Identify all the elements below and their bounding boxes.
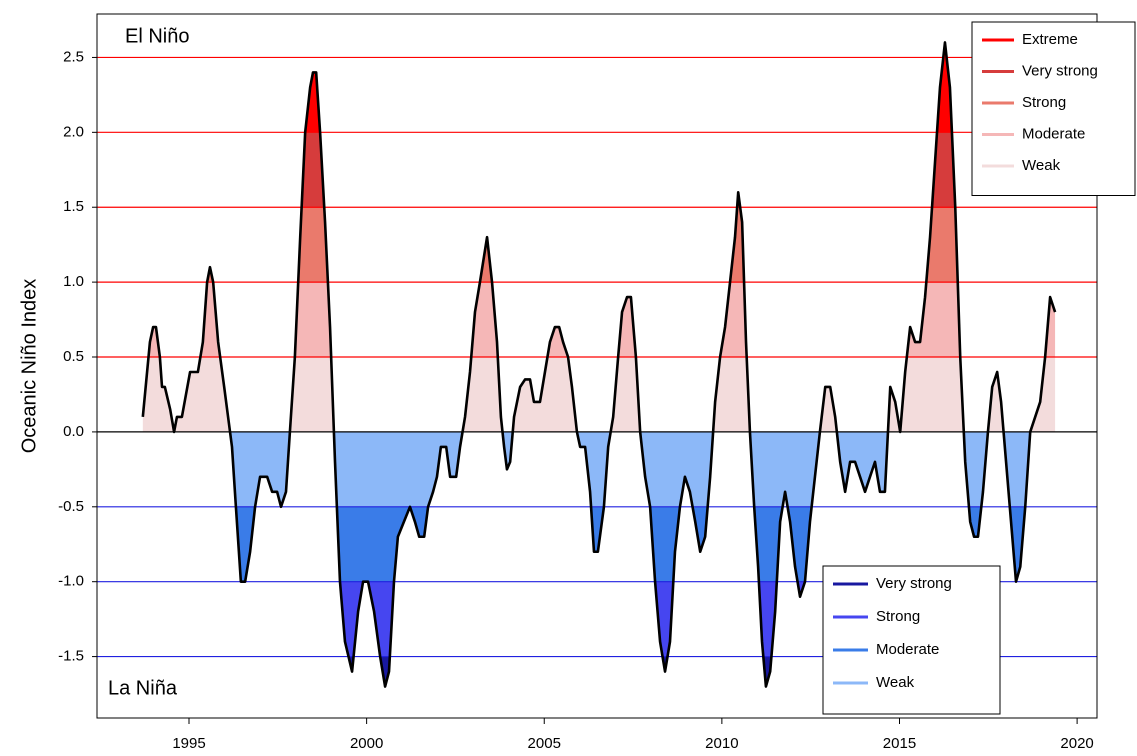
y-axis-label: Oceanic Niño Index bbox=[18, 279, 40, 454]
x-tick-label: 2020 bbox=[1060, 735, 1093, 752]
legend-label: Strong bbox=[1022, 94, 1066, 111]
y-tick-label: 0.0 bbox=[63, 423, 84, 440]
legend-label: Very strong bbox=[1022, 62, 1098, 79]
la-nina-label: La Niña bbox=[108, 677, 178, 699]
x-tick-label: 2010 bbox=[705, 735, 738, 752]
x-tick-label: 2005 bbox=[528, 735, 561, 752]
legend-label: Weak bbox=[1022, 157, 1061, 174]
x-tick-label: 2015 bbox=[883, 735, 916, 752]
area-band bbox=[235, 506, 1026, 582]
y-tick-label: -1.5 bbox=[58, 648, 84, 665]
legend: Extreme Very strong Strong Moderate Weak bbox=[971, 21, 1136, 196]
x-tick-label: 1995 bbox=[172, 735, 205, 752]
y-tick-label: 0.5 bbox=[63, 348, 84, 365]
y-tick-label: -0.5 bbox=[58, 498, 84, 515]
legend: Very strong Strong Moderate Weak bbox=[822, 565, 1001, 715]
legend-label: Strong bbox=[876, 608, 920, 625]
area-band bbox=[339, 581, 805, 657]
area-band bbox=[174, 431, 1031, 507]
plot-frame bbox=[96, 13, 1098, 719]
grid bbox=[92, 56, 1097, 724]
legend-label: Very strong bbox=[876, 575, 952, 592]
area-band bbox=[142, 357, 1056, 432]
legend-label: Moderate bbox=[876, 641, 939, 658]
legend-box bbox=[822, 565, 1001, 715]
y-tick-label: 1.5 bbox=[63, 198, 84, 215]
y-tick-label: 1.0 bbox=[63, 273, 84, 290]
y-tick-label: 2.0 bbox=[63, 123, 84, 140]
y-tick-label: 2.5 bbox=[63, 48, 84, 65]
legend-label: Moderate bbox=[1022, 125, 1085, 142]
oni-line bbox=[141, 41, 1057, 688]
legend-label: Weak bbox=[876, 674, 915, 691]
el-nino-label: El Niño bbox=[125, 25, 189, 47]
lines bbox=[141, 41, 1057, 688]
x-tick-label: 2000 bbox=[350, 735, 383, 752]
legend-label: Extreme bbox=[1022, 31, 1078, 48]
y-tick-label: -1.0 bbox=[58, 573, 84, 590]
